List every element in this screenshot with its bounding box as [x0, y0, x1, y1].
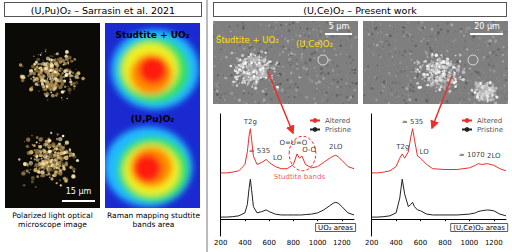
svg-text:Altered: Altered [325, 117, 350, 125]
svg-text:T2g: T2g [243, 118, 257, 126]
svg-text:UO₂ areas: UO₂ areas [318, 224, 353, 232]
html-text:5 µm: 5 µm [328, 22, 350, 31]
svg-text:O=U=O: O=U=O [279, 139, 308, 148]
svg-text:Pristine: Pristine [477, 126, 503, 134]
svg-text:600: 600 [414, 239, 427, 247]
svg-text:600: 600 [262, 239, 275, 247]
svg-text:800: 800 [287, 239, 300, 247]
html-text:(U,Ce)O₂: (U,Ce)O₂ [296, 39, 333, 49]
svg-text:1000: 1000 [309, 239, 327, 247]
html-text:(U,Ce)O₂ – Present work: (U,Ce)O₂ – Present work [303, 5, 417, 16]
svg-text:Studtite bands: Studtite bands [274, 173, 326, 181]
html-text:20 µm: 20 µm [474, 22, 500, 31]
svg-text:2LO: 2LO [487, 152, 501, 160]
svg-text:200: 200 [214, 239, 227, 247]
svg-text:400: 400 [238, 239, 251, 247]
svg-text:Pristine: Pristine [325, 126, 351, 134]
svg-text:LO: LO [273, 154, 283, 162]
html-text:(U,Pu)O₂: (U,Pu)O₂ [130, 114, 175, 124]
html-text:Studtite + UO₂: Studtite + UO₂ [115, 30, 190, 40]
html-text:Raman mapping studtite bands a: Raman mapping studtite bands area [107, 211, 200, 229]
svg-text:1200: 1200 [485, 239, 503, 247]
svg-text:T2g: T2g [395, 143, 409, 151]
svg-text:Altered: Altered [477, 117, 502, 125]
html-text:Polarized light optical micros: Polarized light optical microscope image [12, 211, 93, 229]
svg-text:≈ 1070: ≈ 1070 [459, 151, 485, 159]
svg-text:2LO: 2LO [329, 143, 343, 151]
svg-text:≈ 535: ≈ 535 [402, 118, 423, 126]
svg-text:≈ 535: ≈ 535 [249, 147, 270, 155]
svg-text:800: 800 [438, 239, 451, 247]
svg-text:200: 200 [365, 239, 378, 247]
svg-text:1200: 1200 [333, 239, 351, 247]
svg-text:1000: 1000 [460, 239, 478, 247]
svg-text:O-O: O-O [302, 146, 316, 154]
html-text:15 µm: 15 µm [65, 187, 92, 196]
svg-text:400: 400 [389, 239, 402, 247]
html-text:Studtite + UO₂: Studtite + UO₂ [216, 35, 279, 45]
html-text:(U,Pu)O₂ – Sarrasin et al. 202: (U,Pu)O₂ – Sarrasin et al. 2021 [30, 5, 176, 16]
svg-text:LO: LO [420, 148, 430, 156]
svg-text:(U,Ce)O₂ areas: (U,Ce)O₂ areas [453, 224, 505, 232]
